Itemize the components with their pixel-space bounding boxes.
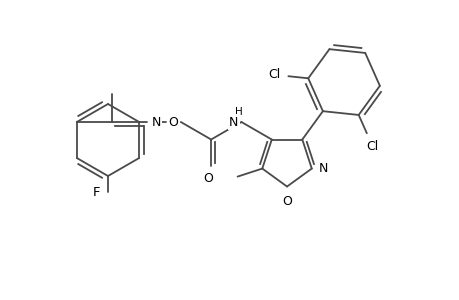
Text: Cl: Cl xyxy=(268,68,280,81)
Text: F: F xyxy=(92,185,100,199)
Text: N: N xyxy=(229,116,238,128)
Text: O: O xyxy=(203,172,213,184)
Text: Cl: Cl xyxy=(366,140,378,152)
Text: N: N xyxy=(151,116,161,128)
Text: H: H xyxy=(234,107,242,117)
Text: N: N xyxy=(318,162,327,175)
Text: O: O xyxy=(281,194,291,208)
Text: O: O xyxy=(168,116,177,128)
